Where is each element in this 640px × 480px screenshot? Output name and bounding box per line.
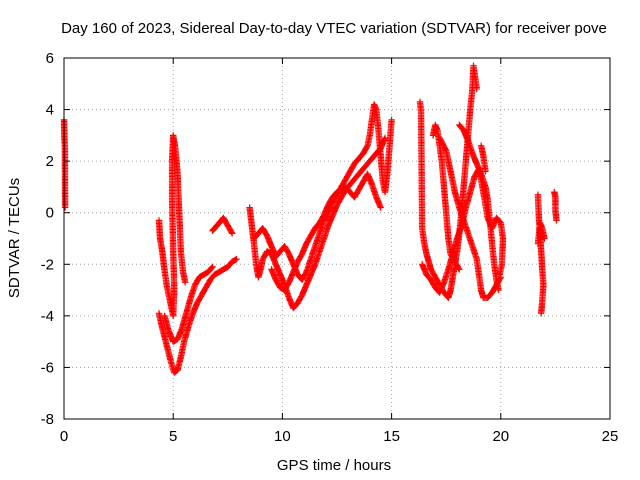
y-axis-label: SDTVAR / TECUs xyxy=(6,178,23,298)
x-tick-label: 20 xyxy=(492,428,509,445)
x-axis-label: GPS time / hours xyxy=(277,457,391,474)
x-tick-label: 0 xyxy=(60,428,68,445)
y-tick-label: 4 xyxy=(46,102,54,119)
x-tick-label: 10 xyxy=(274,428,291,445)
y-tick-label: 0 xyxy=(46,205,54,222)
x-tick-label: 15 xyxy=(383,428,400,445)
y-tick-label: 2 xyxy=(46,153,54,170)
y-tick-label: -6 xyxy=(41,359,54,376)
x-tick-label: 5 xyxy=(169,428,177,445)
y-tick-label: -4 xyxy=(41,308,54,325)
axis-ticks: 0 5 10 15 20 25 -8 -6 -4 -2 0 2 4 6 xyxy=(41,50,619,445)
grid-lines xyxy=(64,58,610,419)
x-tick-label: 25 xyxy=(602,428,619,445)
y-tick-label: -8 xyxy=(41,411,54,428)
y-tick-label: 6 xyxy=(46,50,54,67)
plot-frame xyxy=(63,57,611,420)
chart-title: Day 160 of 2023, Sidereal Day-to-day VTE… xyxy=(61,20,607,37)
y-tick-label: -2 xyxy=(41,256,54,273)
